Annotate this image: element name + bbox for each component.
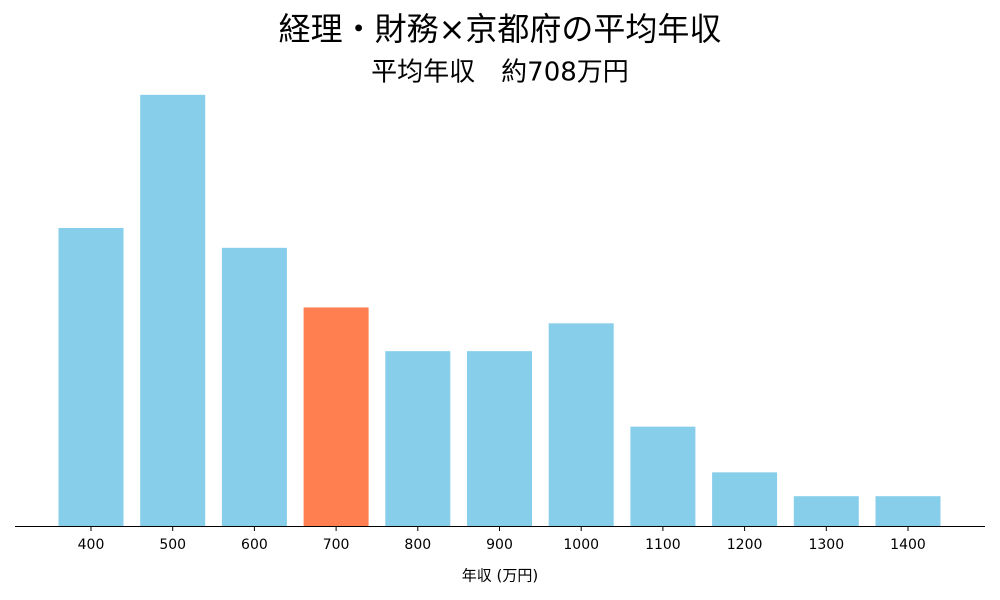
x-tick-label: 700: [323, 537, 350, 553]
chart-title: 経理・財務×京都府の平均年収: [279, 10, 722, 48]
bar: [385, 351, 451, 526]
x-tick-label: 1200: [727, 537, 763, 553]
x-tick-label: 400: [78, 537, 105, 553]
bar: [630, 426, 696, 526]
bar: [221, 247, 287, 526]
x-tick-label: 600: [241, 537, 268, 553]
x-tick-label: 1100: [645, 537, 681, 553]
bar: [712, 472, 778, 526]
bar: [548, 323, 614, 526]
bar: [875, 496, 941, 526]
x-tick-label: 500: [159, 537, 186, 553]
x-axis-label: 年収 (万円): [462, 567, 538, 585]
x-tick-label: 900: [486, 537, 513, 553]
bar: [793, 496, 859, 526]
x-tick-label: 1300: [808, 537, 844, 553]
chart-subtitle: 平均年収 約708万円: [371, 58, 629, 88]
x-tick-label: 1000: [563, 537, 599, 553]
bar: [58, 227, 124, 526]
x-tick-label: 1400: [890, 537, 926, 553]
bar: [303, 307, 369, 526]
bar: [140, 94, 206, 526]
x-tick-label: 800: [404, 537, 431, 553]
bar: [467, 351, 532, 526]
